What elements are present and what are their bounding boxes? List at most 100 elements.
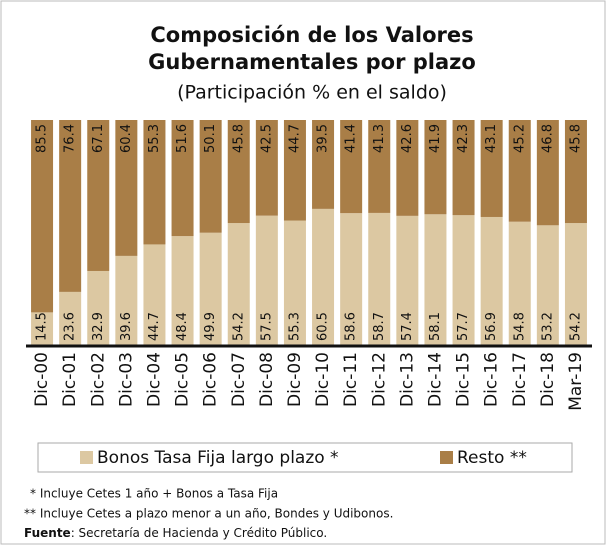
bar-segment	[536, 120, 559, 226]
bar-segment	[508, 221, 531, 345]
value-label: 48.4	[175, 312, 190, 341]
value-label: 39.6	[119, 312, 134, 341]
bar-segment	[143, 244, 166, 345]
bar-segment	[143, 120, 166, 245]
bar-segment	[227, 223, 250, 345]
source-label: Fuente	[24, 526, 71, 540]
legend-box	[37, 442, 573, 473]
value-label: 60.4	[119, 124, 134, 153]
x-tick-label: Dic-03	[116, 352, 136, 407]
bar-segment	[255, 215, 278, 345]
legend-label: Bonos Tasa Fija largo plazo *	[97, 448, 339, 468]
x-tick-label: Dic-04	[144, 352, 164, 407]
value-label: 51.6	[175, 124, 190, 153]
value-label: 42.6	[400, 124, 415, 153]
bar-segment	[115, 255, 138, 345]
footnote: * Incluye Cetes 1 año + Bonos a Tasa Fij…	[30, 487, 278, 501]
bar-segment	[199, 232, 222, 345]
value-label: 58.6	[344, 312, 359, 341]
bar-segment	[340, 120, 363, 214]
value-label: 76.4	[63, 124, 78, 153]
x-tick-label: Dic-17	[510, 352, 530, 407]
x-tick-label: Dic-06	[201, 352, 221, 407]
x-tick-label: Dic-09	[285, 352, 305, 407]
bar-segment	[199, 120, 222, 233]
footnote: ** Incluye Cetes a plazo menor a un año,…	[24, 507, 393, 521]
bar-segment	[59, 291, 82, 345]
value-label: 41.3	[372, 124, 387, 153]
x-tick-label: Dic-00	[32, 352, 52, 407]
x-tick-label: Dic-01	[60, 352, 80, 407]
x-tick-label: Dic-10	[313, 352, 333, 407]
bar-segment	[396, 215, 419, 345]
bar-segment	[31, 312, 54, 345]
value-label: 50.1	[203, 124, 218, 153]
bar-segment	[536, 225, 559, 345]
bar-segment	[368, 120, 391, 213]
value-label: 44.7	[147, 312, 162, 341]
legend-swatch	[440, 451, 453, 464]
value-label: 46.8	[540, 124, 555, 153]
bar-segment	[424, 214, 447, 345]
x-tick-label: Mar-19	[566, 352, 586, 411]
bar-segment	[564, 223, 587, 345]
value-label: 45.8	[568, 124, 583, 153]
bar-segment	[312, 208, 335, 345]
bar-segment	[396, 120, 419, 216]
x-tick-label: Dic-16	[482, 352, 502, 407]
chart-title: Gubernamentales por plazo	[148, 50, 476, 74]
bar-segment	[255, 120, 278, 216]
bar-segment	[283, 220, 306, 345]
x-tick-label: Dic-05	[173, 352, 193, 407]
bar-segment	[115, 120, 138, 256]
value-label: 14.5	[35, 312, 50, 341]
bar-segment	[171, 236, 194, 345]
value-label: 54.2	[568, 312, 583, 341]
value-label: 57.7	[456, 312, 471, 341]
bar-segment	[31, 120, 54, 313]
value-label: 44.7	[287, 124, 302, 153]
legend-swatch	[80, 451, 93, 464]
value-label: 41.9	[428, 124, 443, 153]
x-tick-label: Dic-13	[397, 352, 417, 407]
value-label: 57.4	[400, 312, 415, 341]
value-label: 55.3	[287, 312, 302, 341]
x-tick-label: Dic-15	[454, 352, 474, 407]
x-tick-label: Dic-02	[88, 352, 108, 407]
value-label: 55.3	[147, 124, 162, 153]
x-tick-label: Dic-07	[229, 352, 249, 407]
value-label: 57.5	[259, 312, 274, 341]
bar-segment	[283, 120, 306, 221]
value-label: 53.2	[540, 312, 555, 341]
bar-segment	[87, 120, 110, 271]
value-label: 45.8	[231, 124, 246, 153]
value-label: 54.8	[512, 312, 527, 341]
bar-segment	[508, 120, 531, 222]
x-tick-label: Dic-11	[341, 352, 361, 407]
legend-label: Resto **	[457, 448, 527, 468]
x-tick-label: Dic-14	[425, 352, 445, 407]
value-label: 23.6	[63, 312, 78, 341]
x-tick-label: Dic-12	[369, 352, 389, 407]
value-label: 42.3	[456, 124, 471, 153]
bar-segment	[171, 120, 194, 237]
value-label: 49.9	[203, 312, 218, 341]
bar-segment	[227, 120, 250, 224]
value-label: 32.9	[91, 312, 106, 341]
bar-segment	[480, 120, 503, 217]
bar-segment	[312, 120, 335, 209]
value-label: 67.1	[91, 124, 106, 153]
bar-segment	[452, 120, 475, 216]
bar-segment	[480, 216, 503, 345]
value-label: 60.5	[316, 312, 331, 341]
value-label: 39.5	[316, 124, 331, 153]
value-label: 42.5	[259, 124, 274, 153]
bar-segment	[87, 270, 110, 345]
x-tick-label: Dic-08	[257, 352, 277, 407]
value-label: 85.5	[35, 124, 50, 153]
value-label: 43.1	[484, 124, 499, 153]
value-label: 41.4	[344, 124, 359, 153]
bar-segment	[564, 120, 587, 224]
